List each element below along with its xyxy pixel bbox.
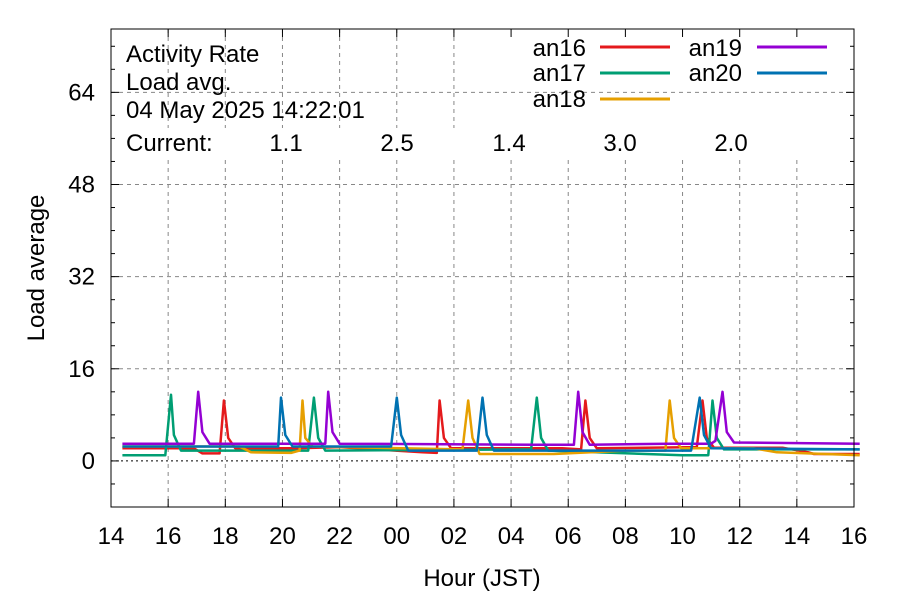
x-tick-label: 20 (269, 523, 296, 550)
x-tick-label: 16 (155, 523, 182, 550)
x-tick-label: 16 (841, 523, 868, 550)
series-line-an19 (122, 390, 860, 447)
y-axis-label: Load average (23, 195, 50, 342)
legend-label-an20: an20 (689, 60, 742, 87)
legend-label-an18: an18 (533, 86, 586, 113)
series-line-an20 (122, 396, 860, 452)
current-value-an19: 3.0 (603, 130, 636, 157)
series-layer (122, 390, 860, 457)
legend-label-an17: an17 (533, 60, 586, 87)
current-value-an20: 2.0 (714, 130, 747, 157)
legend-label-an16: an16 (533, 35, 586, 62)
y-tick-label: 0 (82, 448, 95, 475)
current-value-an18: 1.4 (492, 130, 525, 157)
x-tick-label: 10 (669, 523, 696, 550)
x-tick-label: 12 (726, 523, 753, 550)
x-axis-label: Hour (JST) (423, 565, 540, 592)
x-tick-label: 08 (612, 523, 639, 550)
current-value-an17: 2.5 (380, 130, 413, 157)
chart-timestamp: 04 May 2025 14:22:01 (126, 97, 365, 124)
current-label: Current: (126, 130, 213, 157)
current-values: 1.1 2.5 1.4 3.0 2.0 (269, 130, 747, 157)
y-tick-label: 48 (68, 171, 95, 198)
x-tick-label: 14 (783, 523, 810, 550)
x-tick-label: 14 (98, 523, 125, 550)
legend-label-an19: an19 (689, 35, 742, 62)
current-value-an16: 1.1 (269, 130, 302, 157)
y-tick-label: 16 (68, 356, 95, 383)
chart-title: Activity Rate (126, 41, 259, 68)
x-tick-label: 18 (212, 523, 239, 550)
y-tick-label: 64 (68, 79, 95, 106)
x-tick-label: 04 (498, 523, 525, 550)
x-tick-label: 00 (383, 523, 410, 550)
x-tick-label: 06 (555, 523, 582, 550)
plot-frame (110, 28, 855, 508)
x-tick-label: 22 (326, 523, 353, 550)
y-tick-label: 32 (68, 264, 95, 291)
x-tick-label: 02 (441, 523, 468, 550)
legend: an16 an17 an18 an19 an20 (533, 35, 827, 113)
chart-subtitle: Load avg. (126, 69, 231, 96)
axis-ticks: 14 16 18 20 22 00 02 04 06 08 10 12 14 16 0 16 32 48 64 (68, 29, 867, 550)
